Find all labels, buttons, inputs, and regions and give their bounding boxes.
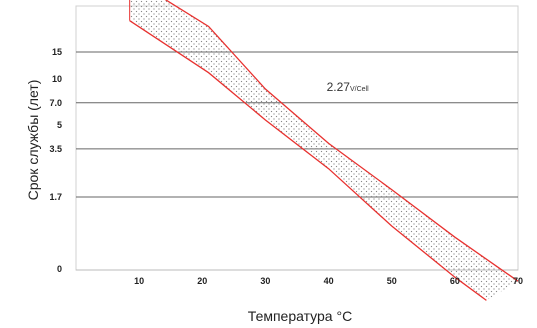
annotation: 2.27V/Cell bbox=[327, 80, 369, 94]
y-tick-label: 15 bbox=[52, 47, 62, 57]
x-tick-label: 60 bbox=[450, 276, 460, 286]
annotation-value: 2.27 bbox=[327, 80, 351, 94]
annotation-text: 2.27V/Cell bbox=[327, 80, 369, 94]
x-axis-title: Температура °C bbox=[248, 308, 352, 324]
x-tick-label: 20 bbox=[197, 276, 207, 286]
x-tick-label: 10 bbox=[134, 276, 144, 286]
series-line-upper bbox=[164, 0, 519, 282]
y-axis-title: Срок службы (лет) bbox=[25, 80, 41, 201]
gridlines bbox=[76, 51, 518, 198]
series-line-lower bbox=[129, 20, 487, 301]
plot-frame bbox=[75, 5, 519, 271]
y-tick-label: 1.7 bbox=[49, 192, 62, 202]
y-tick-label: 3.5 bbox=[49, 144, 62, 154]
x-tick-labels: 10 20 30 40 50 60 70 bbox=[134, 276, 523, 286]
x-tick-label: 70 bbox=[513, 276, 523, 286]
series-lines bbox=[129, 0, 519, 301]
x-tick-label: 30 bbox=[260, 276, 270, 286]
y-tick-label: 10 bbox=[52, 74, 62, 84]
y-tick-label: 5 bbox=[57, 120, 62, 130]
x-tick-label: 40 bbox=[324, 276, 334, 286]
life-band-fill bbox=[129, 0, 518, 301]
y-tick-label: 7.0 bbox=[49, 98, 62, 108]
y-tick-label: 0 bbox=[57, 264, 62, 274]
y-tick-labels: 15 10 7.0 5 3.5 1.7 0 bbox=[49, 47, 62, 274]
x-tick-label: 50 bbox=[387, 276, 397, 286]
band-area bbox=[129, 0, 518, 301]
annotation-unit: V/Cell bbox=[350, 86, 369, 93]
